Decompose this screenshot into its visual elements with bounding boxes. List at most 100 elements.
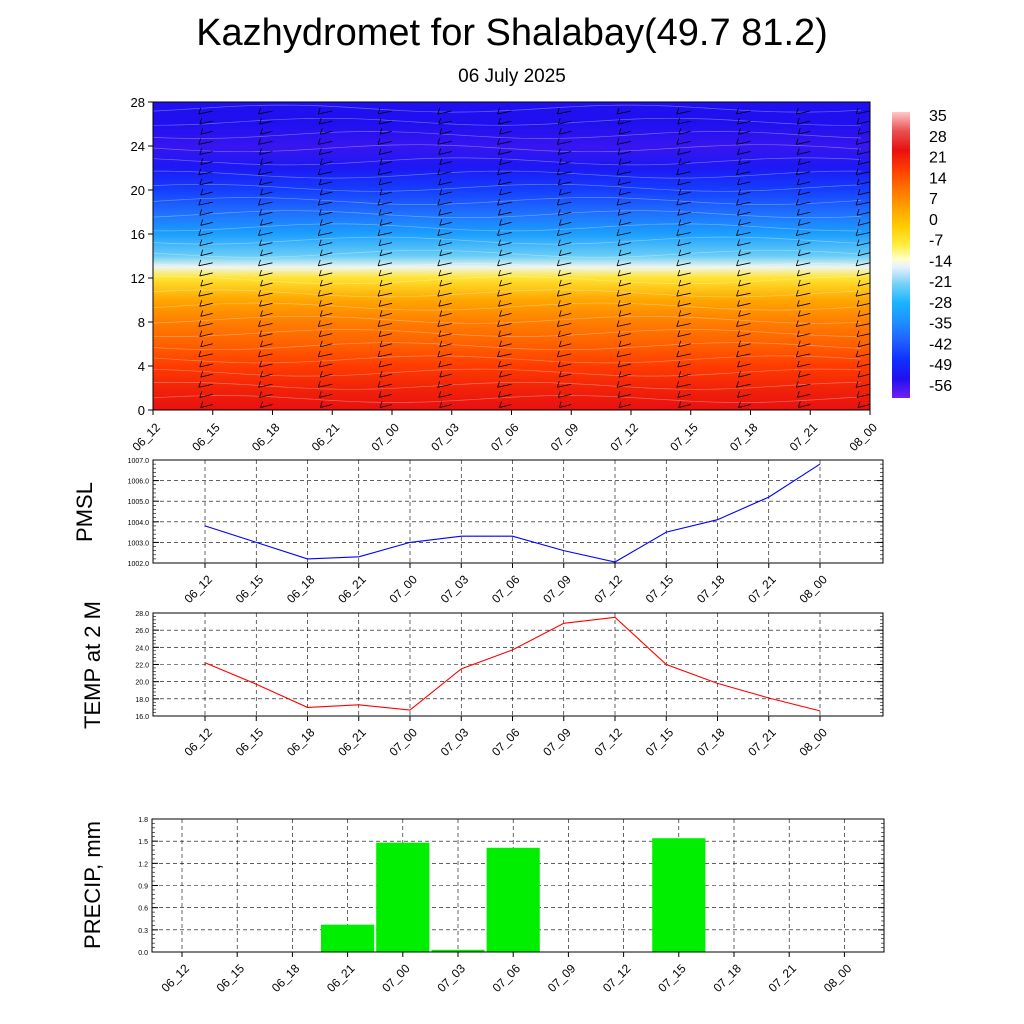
wind-barb: [153, 202, 154, 203]
colorbar-label: -35: [929, 316, 952, 333]
wind-barb: [678, 158, 691, 166]
contour-line: [153, 302, 862, 311]
wind-barb: [676, 350, 691, 358]
x-tick-label: 07_12: [600, 961, 634, 995]
precip-bar: [652, 838, 706, 952]
wind-barb: [377, 381, 393, 388]
wind-barb: [677, 239, 691, 246]
wind-barb: [318, 209, 333, 216]
wind-barb: [258, 350, 273, 358]
wind-barb: [260, 188, 273, 196]
wind-barb: [153, 161, 154, 163]
wind-barb: [319, 401, 333, 408]
y-tick-label: 1006.0: [128, 479, 150, 486]
wind-barb: [438, 300, 452, 307]
colorbar-label: -42: [929, 336, 952, 353]
wind-barb: [499, 279, 512, 287]
wind-barb: [318, 330, 333, 338]
wind-barb: [738, 128, 751, 135]
wind-barb: [438, 209, 452, 216]
wind-barb: [199, 360, 213, 368]
wind-barb: [678, 310, 691, 317]
wind-barb: [198, 138, 213, 145]
wind-barb: [855, 107, 870, 115]
wind-barb: [797, 128, 811, 135]
wind-barb: [498, 391, 512, 398]
wind-barb: [676, 198, 691, 206]
wind-barb: [200, 128, 213, 135]
wind-barb: [738, 401, 751, 408]
x-tick-label: 07_15: [643, 572, 677, 606]
wind-barb: [200, 188, 213, 196]
pmsl-ylabel: PMSL: [72, 482, 97, 542]
x-tick-label: 07_00: [386, 725, 420, 759]
colorbar-label: 0: [929, 212, 938, 229]
wind-barb: [319, 158, 333, 166]
contour-line: [153, 315, 862, 324]
wind-barb: [857, 219, 870, 226]
wind-barb: [198, 350, 213, 358]
wind-barb: [855, 350, 870, 358]
y-tick-label: 20: [131, 183, 145, 198]
contour-line: [153, 342, 862, 351]
wind-barb: [678, 401, 691, 408]
y-tick-label: 0: [138, 403, 145, 418]
wind-barb: [557, 300, 572, 307]
x-tick-label: 06_18: [284, 725, 318, 759]
contour-line: [153, 197, 862, 205]
x-tick-label: 07_18: [694, 572, 728, 606]
x-tick-label: 07_12: [591, 725, 625, 759]
pmsl-series-line: [204, 463, 821, 563]
wind-barb: [379, 219, 393, 226]
wind-barb: [857, 279, 870, 287]
colorbar-label: 35: [929, 108, 947, 125]
wind-barb: [678, 219, 691, 226]
wind-barb: [618, 401, 632, 408]
wind-barb: [796, 178, 811, 186]
wind-barb: [318, 269, 333, 277]
colorbar-label: -56: [929, 378, 952, 395]
contour-line: [153, 368, 862, 377]
wind-barb: [678, 188, 691, 196]
wind-barb: [797, 188, 811, 196]
y-tick-label: 28: [131, 95, 145, 110]
y-tick-label: 1003.0: [128, 540, 150, 547]
wind-barb: [616, 259, 632, 267]
wind-barb: [258, 107, 273, 115]
wind-barb: [499, 371, 512, 378]
contour-line: [153, 276, 862, 285]
wind-barb: [260, 340, 273, 348]
wind-barb: [618, 219, 632, 226]
wind-barb: [258, 290, 273, 297]
wind-barb: [558, 371, 572, 378]
x-tick-label: 07_15: [667, 420, 701, 454]
wind-barb: [796, 300, 811, 307]
y-tick-label: 24.0: [135, 645, 149, 652]
wind-barb: [856, 330, 870, 338]
contour-line: [153, 170, 862, 179]
wind-barb: [259, 360, 273, 368]
wind-barb: [736, 381, 751, 388]
wind-barb: [259, 391, 273, 398]
wind-barb: [616, 381, 632, 388]
x-tick-label: 07_18: [727, 420, 761, 454]
wind-barb: [199, 209, 213, 216]
y-tick-label: 18.0: [135, 697, 149, 704]
wind-barb: [498, 209, 512, 216]
wind-barb: [795, 320, 811, 327]
wind-barb: [200, 401, 213, 408]
wind-barb: [260, 128, 273, 135]
wind-barb: [738, 371, 751, 378]
wind-barb: [377, 290, 393, 297]
y-tick-label: 20.0: [135, 680, 149, 687]
contour-line: [153, 104, 862, 113]
wind-barb: [259, 118, 273, 125]
wind-barb: [437, 381, 452, 388]
wind-barb: [676, 381, 691, 388]
wind-barb: [260, 249, 273, 257]
wind-barb: [378, 391, 393, 398]
wind-barb: [796, 209, 811, 216]
wind-barb: [738, 158, 751, 166]
wind-barb: [319, 279, 333, 287]
